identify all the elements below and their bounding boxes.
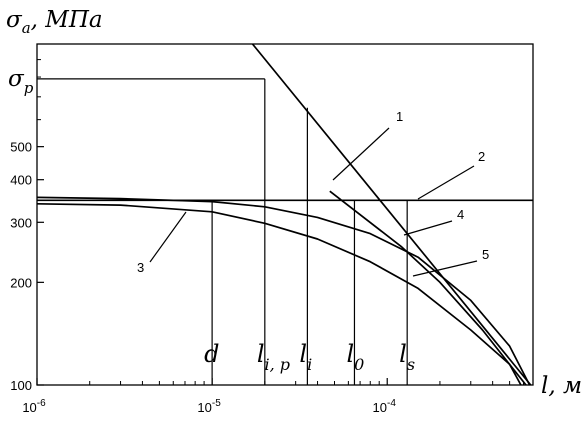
- x-axis-unit: , м: [548, 373, 582, 399]
- curve-label-3: 3: [137, 260, 144, 275]
- curve-label-1: 1: [396, 109, 403, 124]
- curve-leader-5: [412, 260, 478, 277]
- x-tick-label-0: 10-6: [22, 398, 46, 415]
- x-tick-label-2: 10-4: [373, 398, 397, 415]
- y-axis-subscript: a: [22, 19, 31, 37]
- curve-label-2: 2: [478, 149, 485, 164]
- x-axis-symbol: l: [541, 373, 548, 399]
- series-line-5: [37, 196, 531, 385]
- plot-area: 100 200 300 400 500 10-6 10-5 10-4 σp d li, p li l0 l…: [8, 43, 534, 415]
- y-tick-label-0: 100: [10, 378, 32, 393]
- y-axis-title: σa, МПа: [6, 7, 103, 37]
- marker-label-4: ls: [399, 340, 415, 374]
- y-tick-label-1: 200: [10, 275, 32, 290]
- curve-leader-1: [332, 127, 390, 181]
- series-line-4: [329, 190, 527, 385]
- curve-label-5: 5: [482, 247, 489, 262]
- sigma-p-label: σp: [8, 66, 34, 97]
- x-axis-title: l, м: [541, 373, 582, 399]
- y-axis-symbol: σ: [6, 7, 23, 33]
- curve-leader-3: [149, 211, 187, 263]
- x-tick-label-1: 10-5: [197, 398, 221, 415]
- curve-leader-2: [417, 165, 475, 200]
- series-line-1: [251, 44, 532, 385]
- y-tick-label-4: 500: [10, 140, 32, 155]
- series-line-3: [37, 202, 522, 385]
- marker-label-3: l0: [346, 340, 364, 374]
- marker-label-0: d: [204, 340, 219, 368]
- plot-frame: [36, 43, 534, 386]
- marker-label-1: li, p: [257, 340, 290, 374]
- y-tick-label-2: 300: [10, 215, 32, 230]
- y-axis-unit: , МПа: [31, 7, 103, 33]
- curve-label-4: 4: [457, 207, 464, 222]
- marker-label-2: li: [299, 340, 312, 374]
- y-tick-label-3: 400: [10, 173, 32, 188]
- curve-leader-4: [403, 220, 453, 236]
